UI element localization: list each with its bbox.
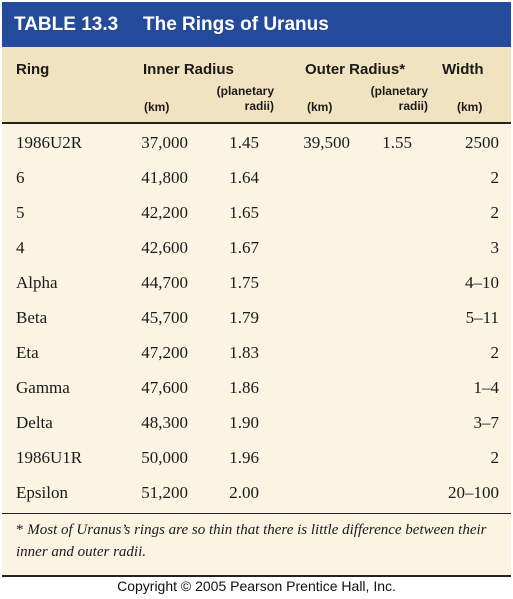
inner-radius-planetary: 2.00 <box>229 483 259 502</box>
inner-radius-planetary: 1.67 <box>229 238 259 257</box>
ring-name: 1986U2R <box>16 133 83 152</box>
footnote-marker: * <box>399 61 406 78</box>
outer-km-unit: (km) <box>307 100 333 114</box>
table-body: 1986U2R 37,000 1.45 39,500 1.55 2500 6 41,800 1.… <box>2 125 511 510</box>
inner-radius-planetary: 1.79 <box>229 308 259 327</box>
table-row: Delta 48,300 1.90 3–7 <box>2 405 511 440</box>
table-row: 5 42,200 1.65 2 <box>2 195 511 230</box>
outer-radius-label: Outer Radius <box>305 61 400 78</box>
width-km-unit: (km) <box>457 100 483 114</box>
table-row: 4 42,600 1.67 3 <box>2 230 511 265</box>
ring-width: 2 <box>490 448 500 467</box>
ring-width: 5–11 <box>465 308 499 327</box>
inner-radius-km: 42,600 <box>141 238 188 257</box>
inner-radius-km: 37,000 <box>141 133 188 152</box>
inner-planetary-unit: (planetary radii) <box>202 84 274 114</box>
col-inner-radius-header: Inner Radius <box>143 61 234 78</box>
outer-radius-km: 39,500 <box>303 133 350 152</box>
inner-radius-km: 45,700 <box>141 308 188 327</box>
table-row: 1986U1R 50,000 1.96 2 <box>2 440 511 475</box>
inner-radius-km: 41,800 <box>141 168 188 187</box>
header-divider <box>2 122 511 124</box>
ring-name: 6 <box>16 168 25 187</box>
outer-planetary-line1: (planetary <box>370 84 428 98</box>
inner-radius-km: 51,200 <box>141 483 188 502</box>
inner-km-unit: (km) <box>144 100 170 114</box>
ring-name: Delta <box>16 413 53 432</box>
table-row: Gamma 47,600 1.86 1–4 <box>2 370 511 405</box>
footnote-divider <box>2 513 511 514</box>
ring-name: Beta <box>16 308 48 327</box>
ring-width: 3 <box>490 238 500 257</box>
ring-name: Gamma <box>16 378 70 397</box>
inner-radius-planetary: 1.83 <box>229 343 259 362</box>
table-title-bar: TABLE 13.3 The Rings of Uranus <box>2 2 511 47</box>
table-title: The Rings of Uranus <box>143 14 329 35</box>
ring-width: 3–7 <box>473 413 500 432</box>
inner-radius-planetary: 1.64 <box>229 168 259 187</box>
ring-name: 1986U1R <box>16 448 83 467</box>
inner-radius-km: 48,300 <box>141 413 188 432</box>
table-row: Alpha 44,700 1.75 4–10 <box>2 265 511 300</box>
inner-planetary-line2: radii) <box>244 99 274 113</box>
outer-planetary-line2: radii) <box>398 99 428 113</box>
outer-planetary-unit: (planetary radii) <box>356 84 428 114</box>
ring-name: 5 <box>16 203 25 222</box>
footnote-star: * <box>16 522 24 538</box>
ring-name: 4 <box>16 238 25 257</box>
inner-radius-planetary: 1.90 <box>229 413 259 432</box>
ring-width: 4–10 <box>465 273 499 292</box>
inner-radius-planetary: 1.65 <box>229 203 259 222</box>
footnote-text: Most of Uranus’s rings are so thin that … <box>16 522 487 560</box>
inner-radius-planetary: 1.86 <box>229 378 259 397</box>
col-width-header: Width <box>442 61 484 78</box>
table-row: 1986U2R 37,000 1.45 39,500 1.55 2500 <box>2 125 511 160</box>
ring-width: 20–100 <box>448 483 499 502</box>
table-frame: TABLE 13.3 The Rings of Uranus Ring Inne… <box>2 2 511 577</box>
inner-radius-km: 42,200 <box>141 203 188 222</box>
outer-radius-planetary: 1.55 <box>382 133 412 152</box>
ring-width: 2 <box>490 343 500 362</box>
inner-radius-km: 50,000 <box>141 448 188 467</box>
ring-width: 1–4 <box>473 378 500 397</box>
table-row: Beta 45,700 1.79 5–11 <box>2 300 511 335</box>
table-row: 6 41,800 1.64 2 <box>2 160 511 195</box>
footnote: * Most of Uranus’s rings are so thin tha… <box>16 519 501 563</box>
bottom-rule <box>2 575 511 577</box>
col-ring-header: Ring <box>16 61 50 78</box>
table-header: Ring Inner Radius Outer Radius* Width (k… <box>2 47 511 122</box>
ring-name: Epsilon <box>16 483 68 502</box>
table-row: Eta 47,200 1.83 2 <box>2 335 511 370</box>
inner-planetary-line1: (planetary <box>216 84 274 98</box>
inner-radius-planetary: 1.75 <box>229 273 259 292</box>
col-outer-radius-header: Outer Radius* <box>305 61 405 78</box>
ring-width: 2 <box>490 203 500 222</box>
table-number: TABLE 13.3 <box>14 14 119 35</box>
inner-radius-km: 47,600 <box>141 378 188 397</box>
inner-radius-planetary: 1.96 <box>229 448 259 467</box>
ring-width: 2500 <box>465 133 499 152</box>
copyright-notice: Copyright © 2005 Pearson Prentice Hall, … <box>117 578 396 594</box>
inner-radius-planetary: 1.45 <box>229 133 259 152</box>
ring-name: Eta <box>16 343 39 362</box>
ring-name: Alpha <box>16 273 58 292</box>
ring-width: 2 <box>490 168 500 187</box>
table-row: Epsilon 51,200 2.00 20–100 <box>2 475 511 510</box>
inner-radius-km: 47,200 <box>141 343 188 362</box>
inner-radius-km: 44,700 <box>141 273 188 292</box>
